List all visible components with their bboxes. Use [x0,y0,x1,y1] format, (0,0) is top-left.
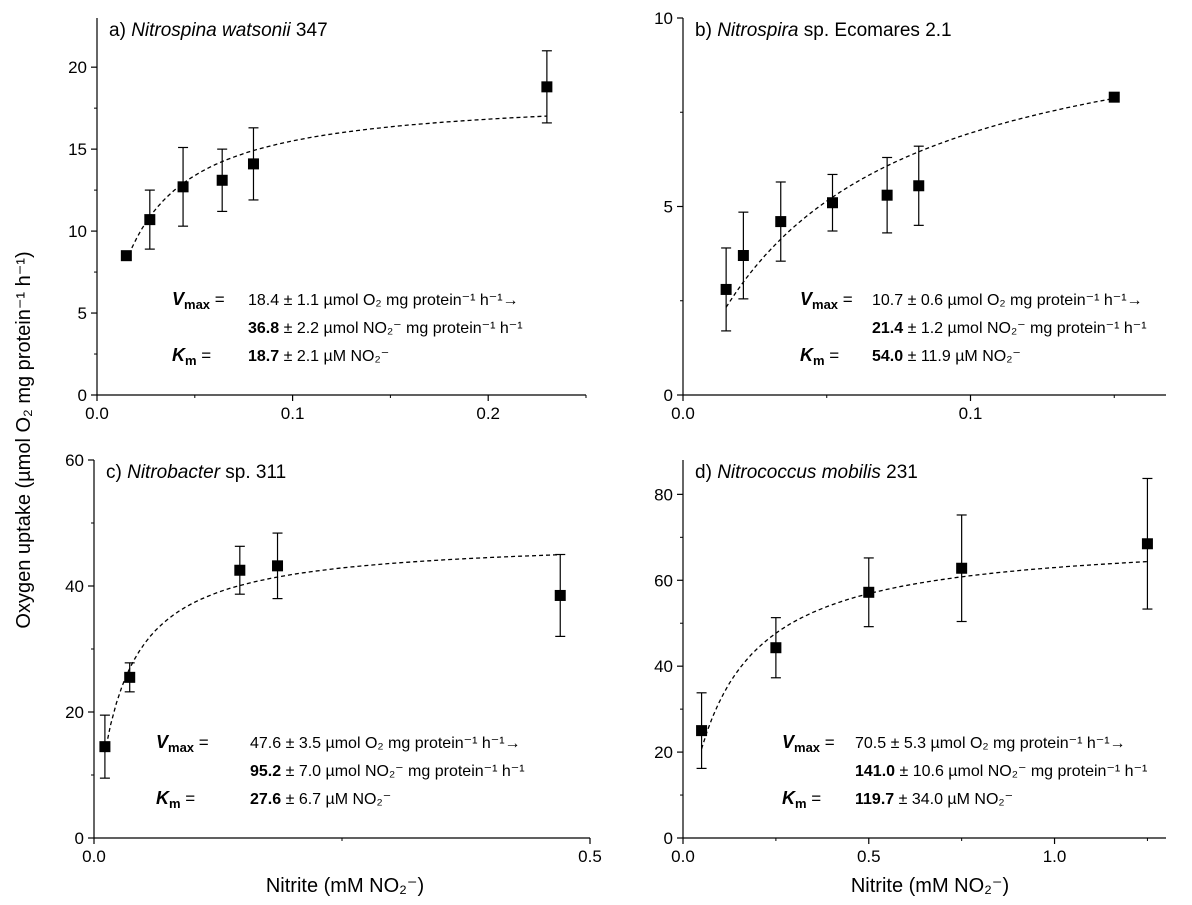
y-axis-title: Oxygen uptake (µmol O₂ mg protein⁻¹ h⁻¹) [13,251,35,628]
data-point [216,174,228,186]
chart-panel-c: 0 20 40 60 0.0 0.5 c) Nitrobacter sp. 311 Vmax … [65,451,602,866]
data-point [737,250,749,262]
data-point [120,250,132,262]
x-tick-label: 0.1 [959,404,983,423]
panel-title: b) Nitrospira sp. Ecomares 2.1 [695,20,952,41]
y-tick-label: 5 [664,198,673,217]
y-tick-label: 0 [78,386,87,405]
chart-panel-a: 0 5 10 15 20 0.0 0.1 0.2 a) Nitrospina watsonii … [68,18,587,423]
vmax-symbol: Vmax = [156,732,209,755]
y-tick-label: 10 [654,9,673,28]
y-tick-label: 40 [654,657,673,676]
vmax-o2-value: 18.4 ± 1.1 µmol O₂ mg protein⁻¹ h⁻¹→ [248,292,519,309]
km-symbol: Km = [800,345,839,368]
y-tick-label: 0 [664,386,673,405]
data-point [696,725,708,737]
km-symbol: Km = [782,788,821,811]
data-point [720,283,732,295]
vmax-symbol: Vmax = [172,289,225,312]
x-tick-label: 0.0 [671,847,695,866]
data-point [99,741,111,753]
panel-title: d) Nitrococcus mobilis 231 [695,462,918,483]
data-point [881,189,893,201]
x-axis-title-left: Nitrite (mM NO₂⁻) [266,875,424,897]
km-value: 18.7 ± 2.1 µM NO₂⁻ [248,348,389,365]
km-value: 54.0 ± 11.9 µM NO₂⁻ [872,348,1021,365]
vmax-no2-value: 95.2 ± 7.0 µmol NO₂⁻ mg protein⁻¹ h⁻¹ [250,763,525,780]
panel-title: a) Nitrospina watsonii 347 [109,20,328,41]
y-tick-label: 40 [65,577,84,596]
vmax-o2-value: 10.7 ± 0.6 µmol O₂ mg protein⁻¹ h⁻¹→ [872,292,1143,309]
data-point [1141,538,1153,550]
x-tick-label: 0.2 [476,404,500,423]
x-tick-label: 0.5 [578,847,602,866]
y-tick-label: 80 [654,485,673,504]
km-symbol: Km = [156,788,195,811]
x-tick-label: 0.5 [857,847,881,866]
vmax-no2-value: 141.0 ± 10.6 µmol NO₂⁻ mg protein⁻¹ h⁻¹ [855,763,1147,780]
data-point [247,158,259,170]
vmax-no2-value: 21.4 ± 1.2 µmol NO₂⁻ mg protein⁻¹ h⁻¹ [872,320,1147,337]
vmax-no2-value: 36.8 ± 2.2 µmol NO₂⁻ mg protein⁻¹ h⁻¹ [248,320,523,337]
data-point [1108,91,1120,103]
chart-panel-d: 0 20 40 60 80 0.0 0.5 1.0 d) Nitrococcus mobilis… [654,460,1166,866]
panel-title: c) Nitrobacter sp. 311 [106,462,286,483]
x-tick-label: 1.0 [1043,847,1067,866]
vmax-o2-value: 70.5 ± 5.3 µmol O₂ mg protein⁻¹ h⁻¹→ [855,735,1126,752]
y-tick-label: 10 [68,222,87,241]
km-symbol: Km = [172,345,211,368]
data-point [956,562,968,574]
x-axis-title-right: Nitrite (mM NO₂⁻) [851,875,1009,897]
y-tick-label: 20 [68,58,87,77]
fit-curve [700,560,1148,749]
km-value: 119.7 ± 34.0 µM NO₂⁻ [855,791,1013,808]
x-tick-label: 0.0 [671,404,695,423]
y-tick-label: 20 [654,743,673,762]
km-value: 27.6 ± 6.7 µM NO₂⁻ [250,791,391,808]
y-tick-label: 0 [75,829,84,848]
chart-panel-b: 0 5 10 0.0 0.1 b) Nitrospira sp. Ecomares 2.1… [654,9,1166,423]
y-tick-label: 5 [78,304,87,323]
data-point [272,560,284,572]
vmax-symbol: Vmax = [782,732,835,755]
data-point [827,197,838,209]
y-tick-label: 60 [65,451,84,470]
data-point [541,81,553,93]
data-point [177,181,189,193]
data-point [913,180,925,192]
y-tick-label: 20 [65,703,84,722]
data-point [863,586,875,598]
y-tick-label: 15 [68,140,87,159]
x-tick-label: 0.1 [281,404,305,423]
fit-curve [104,554,561,753]
y-tick-label: 60 [654,571,673,590]
data-point [124,671,136,683]
data-point [775,216,787,228]
y-tick-label: 0 [664,829,673,848]
x-tick-label: 0.0 [85,404,109,423]
data-point [144,214,156,226]
data-point [770,642,782,654]
x-tick-label: 0.0 [82,847,106,866]
data-point [554,589,566,601]
vmax-o2-value: 47.6 ± 3.5 µmol O₂ mg protein⁻¹ h⁻¹→ [250,735,521,752]
fit-curve [125,115,547,262]
data-point [234,564,246,576]
vmax-symbol: Vmax = [800,289,853,312]
fit-curve [725,97,1115,308]
